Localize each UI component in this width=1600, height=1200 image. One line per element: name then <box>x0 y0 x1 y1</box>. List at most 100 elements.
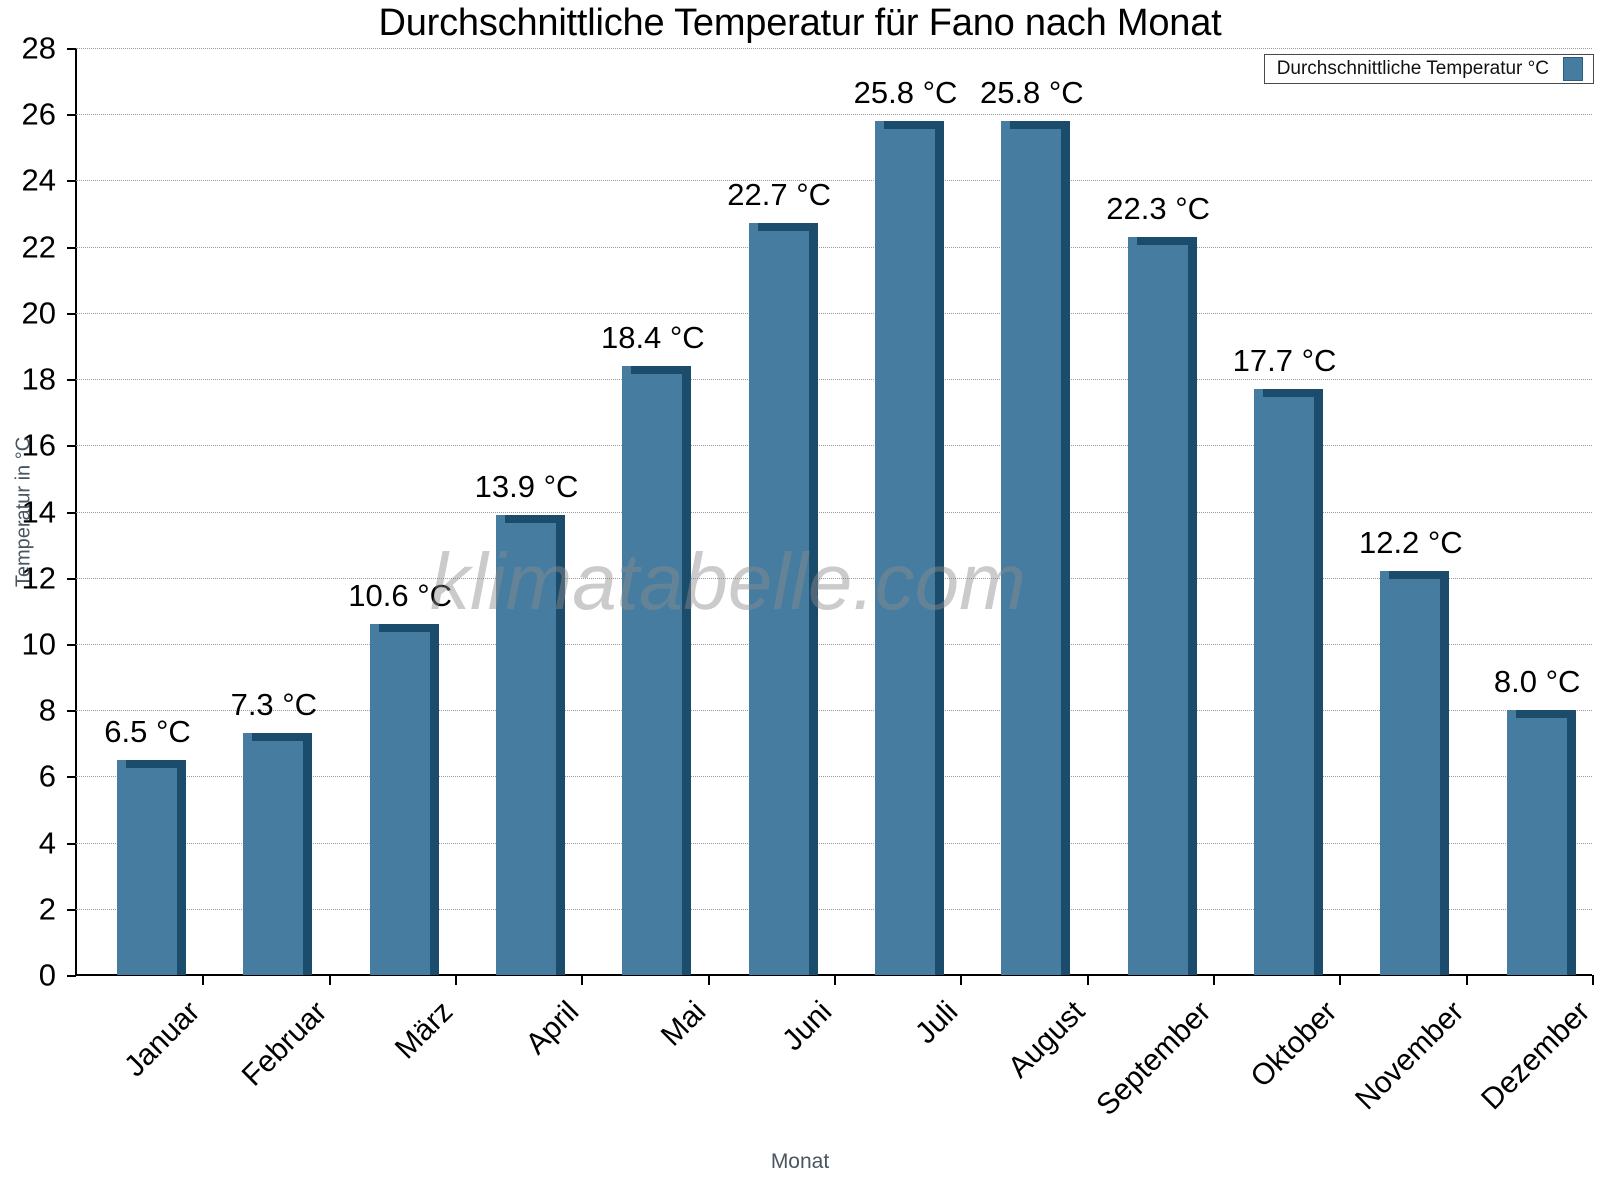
y-axis-tick-mark <box>67 776 76 779</box>
bar-top-edge <box>243 733 313 742</box>
bar[interactable] <box>117 759 186 975</box>
y-axis-tick-mark <box>67 710 76 713</box>
gridline <box>76 842 1592 844</box>
x-axis-tick-label: Dezember <box>1474 995 1597 1117</box>
bar[interactable] <box>622 365 692 975</box>
bar-corner-notch <box>1380 571 1390 580</box>
y-axis-tick-mark <box>67 180 76 183</box>
gridline <box>76 643 1592 645</box>
bar[interactable] <box>1380 571 1450 975</box>
x-axis-tick-mark <box>202 975 205 985</box>
bar-top-edge <box>622 365 692 374</box>
bar-value-label: 25.8 °C <box>979 74 1084 110</box>
bar-right-edge <box>682 365 692 975</box>
y-axis-tick-label: 28 <box>21 30 56 66</box>
bar[interactable] <box>748 223 818 975</box>
x-axis-tick-label: April <box>519 995 586 1061</box>
bar-corner-notch <box>117 759 126 768</box>
bar-top-edge <box>369 624 439 633</box>
plot-area: 0 2 4 6 8 10 12 14 16 18 20 22 24 26 28 Temperatur in … <box>13 33 1597 1123</box>
x-axis-tick-mark <box>1213 975 1215 985</box>
bar-right-edge <box>935 120 944 975</box>
y-axis-tick-mark <box>67 842 76 845</box>
bar[interactable] <box>1127 236 1197 975</box>
gridline <box>76 114 1592 116</box>
bar-value-label: 18.4 °C <box>600 319 705 355</box>
bar-corner-notch <box>1001 120 1011 129</box>
bar-top-edge <box>748 223 818 232</box>
bar[interactable] <box>243 733 313 975</box>
y-axis-tick-label: 16 <box>21 427 56 463</box>
x-axis-label: Monat <box>770 1150 830 1173</box>
bar-corner-notch <box>875 120 884 129</box>
bar-value-label: 10.6 °C <box>348 578 453 614</box>
y-axis-tick-mark <box>67 48 76 50</box>
bar-corner-notch <box>243 733 253 742</box>
bar-value-label: 13.9 °C <box>474 468 579 504</box>
bar-top-edge <box>496 514 565 523</box>
bar-right-edge <box>1187 236 1197 975</box>
x-axis-tick-mark <box>1086 975 1089 985</box>
bar-value-label: 25.8 °C <box>853 74 958 110</box>
x-axis-tick-label: Juni <box>775 995 839 1058</box>
y-axis-tick-mark <box>67 908 76 911</box>
x-axis-tick-label: Januar <box>118 995 207 1084</box>
bar-value-label: 7.3 °C <box>230 687 318 723</box>
gridline <box>76 445 1592 447</box>
gridline <box>76 180 1592 182</box>
bar[interactable] <box>496 514 565 975</box>
bar-top-edge <box>1001 120 1071 129</box>
y-axis-tick-label: 6 <box>38 758 56 794</box>
chart-title: Durchschnittliche Temperatur für Fano na… <box>378 2 1222 44</box>
y-axis-tick-mark <box>67 511 76 514</box>
bar-corner-notch <box>369 624 379 633</box>
y-axis-tick-label: 0 <box>38 957 56 993</box>
y-axis-tick-mark <box>67 445 76 448</box>
bar-right-edge <box>1440 571 1450 975</box>
bar[interactable] <box>369 624 439 975</box>
bar-top-edge <box>1127 236 1197 245</box>
y-axis-tick-label: 8 <box>38 692 56 728</box>
gridline <box>76 710 1592 712</box>
y-axis-tick-label: 2 <box>38 891 56 927</box>
x-axis-tick-label: September <box>1090 995 1218 1123</box>
bar[interactable] <box>1254 389 1323 975</box>
y-axis-tick-mark <box>67 246 76 249</box>
bar-value-label: 8.0 °C <box>1493 664 1581 700</box>
bar-right-edge <box>177 759 186 975</box>
x-axis-tick-mark <box>834 975 836 985</box>
legend-entry-label: Durchschnittliche Temperatur °C <box>1276 58 1549 79</box>
bar-right-edge <box>429 624 439 975</box>
bar-corner-notch <box>748 223 758 232</box>
x-axis-tick-mark <box>960 975 963 985</box>
bar-value-label: 22.7 °C <box>727 177 832 213</box>
x-axis-tick-mark <box>328 975 331 985</box>
y-axis-tick-mark <box>67 312 76 315</box>
y-axis-tick-mark <box>67 379 76 382</box>
bar-right-edge <box>1061 120 1071 975</box>
y-axis-tick-label: 14 <box>21 494 56 529</box>
bar-value-label: 6.5 °C <box>104 713 191 749</box>
bar[interactable] <box>875 120 944 975</box>
x-axis-tick-label: November <box>1348 995 1470 1117</box>
bar-top-edge <box>875 120 944 129</box>
bar-corner-notch <box>1254 389 1263 398</box>
bar-corner-notch <box>496 514 505 523</box>
x-axis-tick-label: Februar <box>235 995 333 1093</box>
gridline <box>76 379 1592 381</box>
gridline <box>76 48 1592 49</box>
chart-legend: Durchschnittliche Temperatur °C <box>1263 54 1594 84</box>
x-axis-tick-label: August <box>1001 995 1091 1085</box>
y-axis-tick-mark <box>67 643 76 646</box>
bar-right-edge <box>556 514 565 975</box>
x-axis-tick-label: Oktober <box>1244 995 1344 1094</box>
x-axis-tick-mark <box>1339 975 1342 985</box>
bar-value-label: 22.3 °C <box>1106 190 1211 226</box>
y-axis-label: Temperatur in °C <box>12 436 35 587</box>
bar[interactable] <box>1001 120 1071 975</box>
y-axis-tick-label: 4 <box>38 825 56 861</box>
bar-value-label: 12.2 °C <box>1358 525 1463 561</box>
y-axis-tick-label: 12 <box>21 560 56 596</box>
bar[interactable] <box>1506 710 1576 975</box>
